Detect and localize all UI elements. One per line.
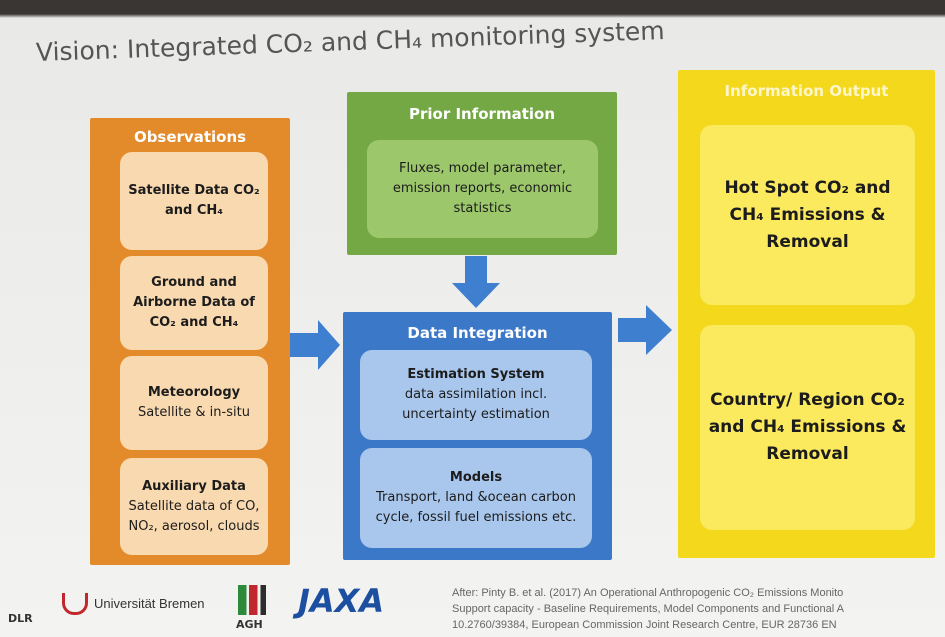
- output-box: Hot Spot CO₂ and CH₄ Emissions & Removal: [700, 125, 915, 305]
- box-text: Satellite data of CO, NO₂, aerosol, clou…: [128, 497, 260, 537]
- arrow-right: [618, 305, 672, 355]
- logo-dlr: DLR: [8, 612, 33, 625]
- box-text: Fluxes, model parameter, emission report…: [375, 159, 590, 219]
- logo-jaxa: JAXA: [298, 582, 384, 620]
- box-title: Models: [450, 468, 502, 488]
- prior-box: Fluxes, model parameter, emission report…: [367, 140, 598, 238]
- integration-box: Models Transport, land &ocean carbon cyc…: [360, 448, 592, 548]
- output-box: Country/ Region CO₂ and CH₄ Emissions & …: [700, 325, 915, 530]
- box-title: Country/ Region CO₂ and CH₄ Emissions & …: [708, 387, 907, 468]
- column-header: Data Integration: [343, 324, 612, 342]
- prior-information-column: Prior Information Fluxes, model paramete…: [347, 92, 617, 255]
- column-header: Prior Information: [347, 105, 617, 123]
- arrow-down: [452, 256, 500, 308]
- box-title: Auxiliary Data: [142, 477, 246, 497]
- observation-box: Auxiliary Data Satellite data of CO, NO₂…: [120, 458, 268, 555]
- box-title: Satellite Data CO₂ and CH₄: [128, 181, 260, 221]
- logo-agh: AGH: [236, 618, 263, 631]
- logo-mark: [238, 585, 266, 615]
- box-title: Hot Spot CO₂ and CH₄ Emissions & Removal: [708, 175, 907, 256]
- box-text: data assimilation incl. uncertainty esti…: [368, 385, 584, 425]
- logo-bremen: Universität Bremen: [94, 596, 205, 611]
- column-header: Information Output: [678, 82, 935, 100]
- box-title: Estimation System: [407, 365, 544, 385]
- citation-line: After: Pinty B. et al. (2017) An Operati…: [452, 586, 843, 601]
- box-text: Transport, land &ocean carbon cycle, fos…: [368, 488, 584, 528]
- box-text: Satellite & in-situ: [138, 403, 250, 423]
- observations-column: Observations Satellite Data CO₂ and CH₄ …: [90, 118, 290, 565]
- observation-box: Meteorology Satellite & in-situ: [120, 356, 268, 450]
- box-title: Meteorology: [148, 383, 240, 403]
- citation-line: Support capacity - Baseline Requirements…: [452, 602, 844, 617]
- column-header: Observations: [90, 128, 290, 146]
- logo-mark: [62, 593, 88, 615]
- slide: Vision: Integrated CO₂ and CH₄ monitorin…: [0, 0, 945, 637]
- observation-box: Satellite Data CO₂ and CH₄: [120, 152, 268, 250]
- integration-box: Estimation System data assimilation incl…: [360, 350, 592, 440]
- citation-line: 10.2760/39384, European Commission Joint…: [452, 618, 837, 633]
- arrow-right: [290, 320, 340, 370]
- box-title: Ground and Airborne Data of CO₂ and CH₄: [128, 273, 260, 333]
- observation-box: Ground and Airborne Data of CO₂ and CH₄: [120, 256, 268, 350]
- information-output-column: Information Output Hot Spot CO₂ and CH₄ …: [678, 70, 935, 558]
- data-integration-column: Data Integration Estimation System data …: [343, 312, 612, 560]
